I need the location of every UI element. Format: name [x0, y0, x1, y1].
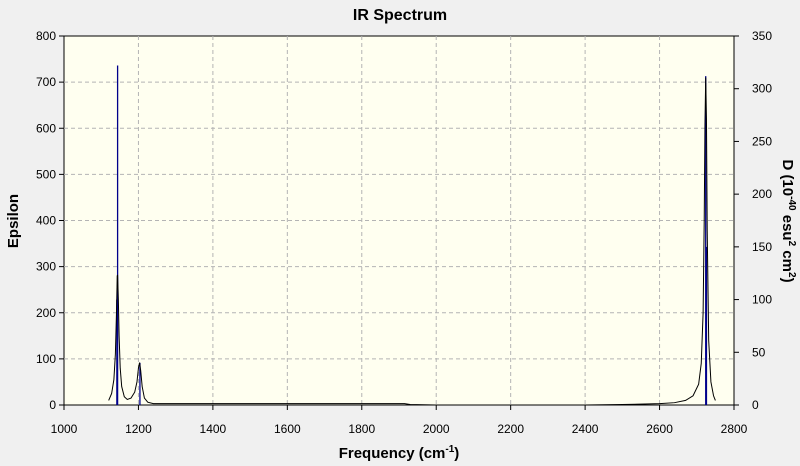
- right-axis-ticks: 0 50 100 150 200 250 300 350: [734, 29, 772, 412]
- x-axis-tick-label: 2600: [646, 422, 673, 436]
- x-axis-tick-label: 2800: [721, 422, 748, 436]
- spectrum-series: [108, 77, 716, 406]
- right-axis-tick-label: 250: [752, 134, 772, 148]
- x-axis-tick-label: 1200: [125, 422, 152, 436]
- right-axis-tick-label: 300: [752, 82, 772, 96]
- left-axis-tick-label: 200: [36, 306, 56, 320]
- x-axis-tick-label: 2000: [423, 422, 450, 436]
- left-axis-ticks: 0 100 200 300 400 500 600 700 800: [36, 29, 64, 412]
- left-axis-tick-label: 300: [36, 260, 56, 274]
- right-axis-title-sup1: -40: [786, 196, 797, 211]
- chart-title: IR Spectrum: [353, 7, 447, 24]
- x-axis-tick-label: 2400: [572, 422, 599, 436]
- left-axis-tick-label: 0: [49, 398, 56, 412]
- x-axis-title-close: ): [454, 445, 459, 462]
- right-axis-title-sup3: 2: [786, 272, 797, 278]
- x-axis-tick-label: 2200: [497, 422, 524, 436]
- x-axis-title: Frequency (cm-1): [339, 444, 460, 462]
- x-axis-ticks: 1000 1200 1400 1600 1800 2000 2200 2400 2600 2800: [51, 405, 748, 436]
- right-axis-title-part4: ): [779, 278, 796, 283]
- left-y-axis-title: Epsilon: [5, 194, 22, 248]
- right-axis-title-part1: D (10: [779, 159, 796, 196]
- right-axis-tick-label: 200: [752, 187, 772, 201]
- right-axis-tick-label: 150: [752, 240, 772, 254]
- plot-area: [63, 35, 735, 406]
- right-axis-title-part3: cm: [779, 246, 796, 272]
- right-axis-tick-label: 100: [752, 293, 772, 307]
- right-axis-title-sup2: 2: [786, 241, 797, 247]
- x-axis-title-text: Frequency (cm: [339, 445, 446, 462]
- right-y-axis-title: D (10-40 esu2 cm2): [779, 159, 797, 282]
- left-axis-tick-label: 800: [36, 29, 56, 43]
- left-axis-tick-label: 700: [36, 75, 56, 89]
- left-axis-tick-label: 500: [36, 167, 56, 181]
- x-axis-tick-label: 1600: [274, 422, 301, 436]
- right-axis-title-part2: esu: [779, 211, 796, 241]
- right-axis-tick-label: 0: [752, 398, 759, 412]
- left-axis-tick-label: 400: [36, 214, 56, 228]
- x-axis-tick-label: 1000: [51, 422, 78, 436]
- x-axis-tick-label: 1800: [348, 422, 375, 436]
- right-axis-tick-label: 50: [752, 345, 766, 359]
- left-axis-tick-label: 600: [36, 121, 56, 135]
- left-axis-tick-label: 100: [36, 352, 56, 366]
- x-axis-tick-label: 1400: [200, 422, 227, 436]
- spectrum-line: [108, 77, 716, 406]
- right-axis-tick-label: 350: [752, 29, 772, 43]
- grid-lines: [64, 36, 734, 405]
- x-axis-title-exponent: -1: [445, 444, 454, 455]
